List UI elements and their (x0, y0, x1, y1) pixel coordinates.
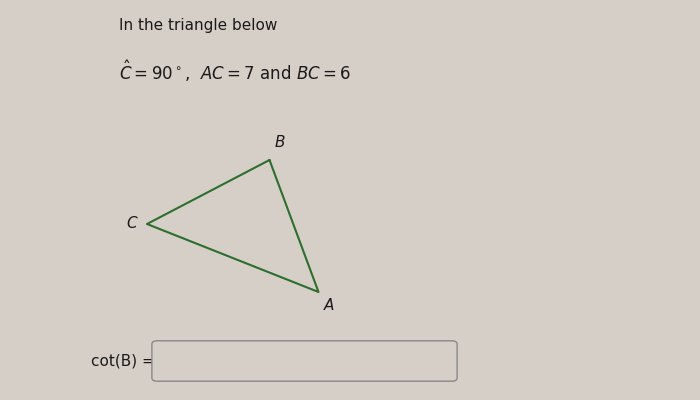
FancyBboxPatch shape (152, 341, 457, 381)
Text: C: C (126, 216, 136, 232)
Text: In the triangle below: In the triangle below (119, 18, 277, 33)
Text: A: A (323, 298, 334, 313)
Text: cot(B) =: cot(B) = (91, 354, 155, 369)
Text: B: B (274, 135, 285, 150)
Text: $\hat{C} = 90^\circ$,  $AC = 7$ and $BC = 6$: $\hat{C} = 90^\circ$, $AC = 7$ and $BC =… (119, 58, 351, 84)
